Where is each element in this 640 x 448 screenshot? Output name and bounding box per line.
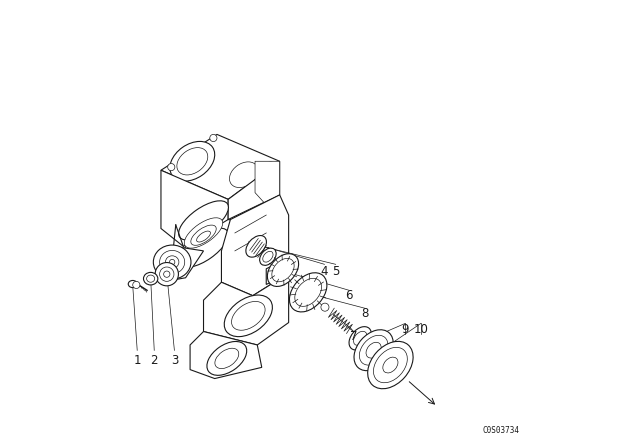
Ellipse shape bbox=[263, 251, 273, 262]
Text: 2: 2 bbox=[150, 354, 158, 367]
Ellipse shape bbox=[354, 330, 393, 370]
Polygon shape bbox=[161, 170, 228, 246]
Ellipse shape bbox=[179, 228, 228, 267]
Ellipse shape bbox=[230, 162, 258, 188]
Ellipse shape bbox=[232, 302, 265, 330]
Ellipse shape bbox=[177, 148, 208, 175]
Ellipse shape bbox=[168, 164, 175, 171]
Ellipse shape bbox=[289, 273, 327, 312]
Polygon shape bbox=[159, 246, 204, 280]
Ellipse shape bbox=[215, 348, 239, 369]
Text: 4: 4 bbox=[321, 264, 328, 278]
Ellipse shape bbox=[159, 250, 185, 274]
Ellipse shape bbox=[359, 335, 388, 365]
Ellipse shape bbox=[184, 218, 223, 248]
Ellipse shape bbox=[353, 332, 367, 345]
Ellipse shape bbox=[224, 295, 273, 336]
Ellipse shape bbox=[170, 142, 215, 181]
Polygon shape bbox=[228, 161, 280, 220]
Text: 3: 3 bbox=[171, 354, 178, 367]
Ellipse shape bbox=[366, 342, 381, 358]
Ellipse shape bbox=[374, 347, 407, 383]
Polygon shape bbox=[204, 273, 289, 345]
Polygon shape bbox=[221, 195, 289, 296]
Ellipse shape bbox=[132, 281, 140, 289]
Text: 5: 5 bbox=[332, 264, 339, 278]
Ellipse shape bbox=[272, 258, 294, 282]
Ellipse shape bbox=[368, 341, 413, 389]
Ellipse shape bbox=[170, 259, 175, 265]
Polygon shape bbox=[190, 332, 262, 379]
Text: 9: 9 bbox=[401, 323, 409, 336]
Ellipse shape bbox=[164, 271, 170, 277]
Ellipse shape bbox=[154, 245, 191, 279]
Ellipse shape bbox=[295, 278, 321, 306]
Ellipse shape bbox=[383, 357, 398, 373]
Text: 6: 6 bbox=[346, 289, 353, 302]
Text: 10: 10 bbox=[413, 323, 428, 336]
Ellipse shape bbox=[269, 264, 285, 278]
Ellipse shape bbox=[159, 267, 174, 281]
Ellipse shape bbox=[349, 327, 371, 350]
Ellipse shape bbox=[321, 303, 329, 311]
Ellipse shape bbox=[246, 236, 266, 257]
Ellipse shape bbox=[196, 231, 211, 242]
Ellipse shape bbox=[260, 248, 276, 265]
Ellipse shape bbox=[267, 162, 275, 169]
Text: 8: 8 bbox=[361, 307, 369, 320]
Ellipse shape bbox=[268, 254, 299, 286]
Ellipse shape bbox=[210, 134, 217, 142]
Text: C0S03734: C0S03734 bbox=[483, 426, 520, 435]
Text: 7: 7 bbox=[350, 329, 357, 343]
Ellipse shape bbox=[147, 275, 155, 282]
Ellipse shape bbox=[207, 341, 246, 375]
Ellipse shape bbox=[166, 256, 179, 268]
Ellipse shape bbox=[155, 263, 179, 286]
Polygon shape bbox=[266, 258, 289, 284]
Polygon shape bbox=[255, 161, 280, 202]
Ellipse shape bbox=[128, 280, 137, 288]
Polygon shape bbox=[161, 134, 280, 199]
Text: 1: 1 bbox=[134, 354, 141, 367]
Ellipse shape bbox=[179, 201, 228, 240]
Ellipse shape bbox=[143, 272, 158, 285]
Ellipse shape bbox=[191, 225, 216, 246]
